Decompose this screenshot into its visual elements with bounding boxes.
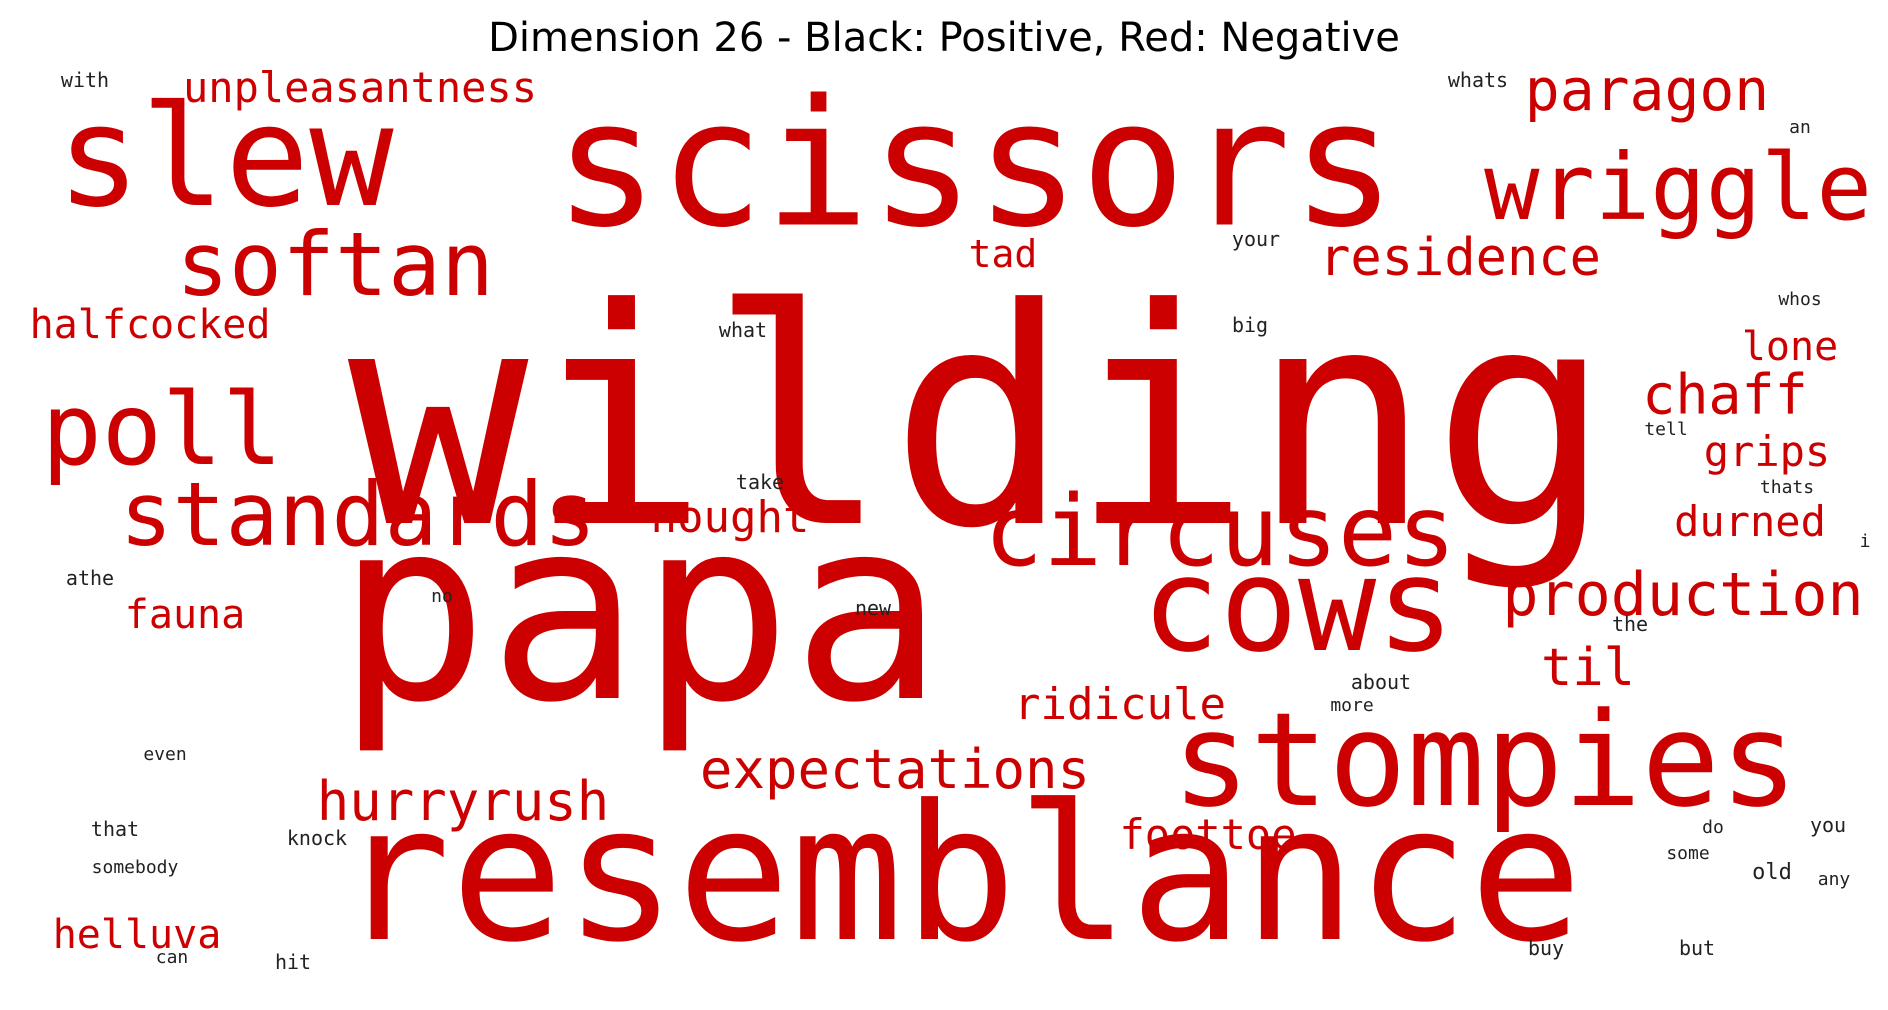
cloud-word: that — [90, 817, 140, 841]
cloud-word: wriggle — [1484, 134, 1872, 241]
word-cloud: wilding papa resemblance scissors slew stompi… — [0, 61, 1888, 1010]
cloud-word: with — [60, 68, 110, 92]
cloud-word: take — [735, 470, 785, 494]
cloud-word: unpleasantness — [182, 63, 538, 112]
cloud-word: the — [1611, 612, 1649, 636]
cloud-word: residence — [1319, 228, 1601, 288]
cloud-word: but — [1678, 936, 1716, 960]
cloud-word: athe — [65, 566, 115, 590]
cloud-word: i — [1859, 531, 1871, 552]
cloud-word: papa — [336, 465, 944, 758]
cloud-word: foottoe — [1119, 810, 1297, 859]
cloud-word: whats — [1447, 68, 1509, 92]
cloud-word: fauna — [124, 592, 246, 638]
cloud-word: poll — [41, 371, 283, 488]
cloud-word: stompies — [1171, 684, 1799, 836]
cloud-word: expectations — [699, 738, 1091, 801]
cloud-word: ridicule — [1014, 679, 1226, 730]
cloud-word: tell — [1644, 419, 1688, 440]
cloud-word: durned — [1674, 497, 1826, 546]
cloud-word: your — [1231, 227, 1281, 251]
cloud-word: paragon — [1524, 56, 1770, 124]
cloud-word: nought — [650, 492, 810, 543]
cloud-word: resemblance — [337, 765, 1583, 984]
cloud-word: lone — [1741, 324, 1839, 370]
cloud-word: even — [143, 744, 187, 765]
cloud-word: buy — [1527, 936, 1565, 960]
cloud-word: knock — [286, 826, 348, 850]
cloud-word: big — [1231, 313, 1269, 337]
cloud-word: whos — [1778, 289, 1822, 310]
cloud-word: somebody — [91, 857, 179, 878]
chart-title: Dimension 26 - Black: Positive, Red: Neg… — [488, 15, 1400, 61]
cloud-word: tad — [968, 232, 1038, 276]
cloud-word: an — [1789, 117, 1811, 138]
cloud-word: what — [718, 318, 768, 342]
cloud-word: chaff — [1642, 362, 1808, 427]
cloud-word: wilding — [347, 245, 1613, 594]
cloud-word: new — [854, 596, 892, 620]
cloud-word: standards — [119, 463, 597, 566]
cloud-word: circuses — [983, 475, 1457, 589]
cloud-word: do — [1702, 817, 1724, 838]
cloud-word: til — [1541, 638, 1635, 698]
cloud-word: some — [1666, 843, 1710, 864]
cloud-word: slew — [56, 76, 394, 239]
cloud-word: more — [1330, 695, 1374, 716]
cloud-word: about — [1350, 670, 1412, 694]
cloud-word: production — [1502, 560, 1864, 630]
cloud-word: can — [155, 947, 189, 968]
cloud-word: old — [1752, 860, 1792, 885]
cloud-word: any — [1817, 869, 1851, 890]
cloud-word: grips — [1703, 427, 1831, 476]
cloud-word: scissors — [553, 63, 1397, 267]
cloud-word: halfcocked — [29, 302, 271, 348]
cloud-word: hit — [274, 950, 312, 974]
cloud-word: helluva — [52, 912, 222, 958]
cloud-word: no — [431, 586, 453, 607]
cloud-word: cows — [1141, 529, 1455, 681]
cloud-word: you — [1809, 813, 1847, 837]
cloud-word: thats — [1759, 477, 1815, 498]
cloud-word: softan — [176, 213, 494, 316]
cloud-word: hurryrush — [316, 770, 610, 833]
